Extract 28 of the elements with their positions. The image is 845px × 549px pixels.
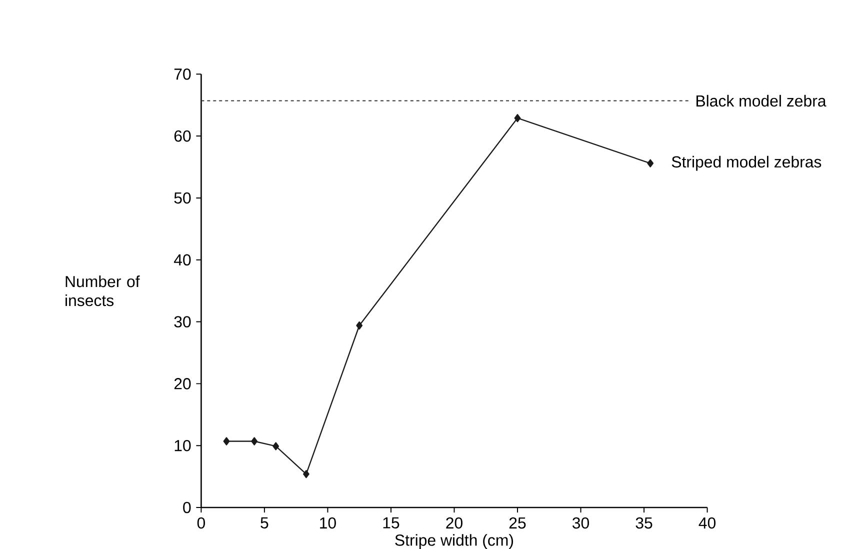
x-tick-label: 40 <box>698 517 716 529</box>
point <box>647 159 654 168</box>
point <box>356 321 363 330</box>
x-axis-title: Stripe width (cm) <box>395 534 513 549</box>
x-tick-label: 5 <box>260 517 268 528</box>
x-tick-label: 10 <box>320 517 336 529</box>
point <box>272 442 280 450</box>
y-tick-label: 50 <box>174 192 191 204</box>
point <box>302 470 310 478</box>
series-label: Striped model zebras <box>672 156 822 171</box>
ref-line-label: Black model zebra <box>696 94 826 107</box>
x-tick-label: 20 <box>446 517 462 529</box>
point <box>514 114 521 122</box>
y-tick-label: 60 <box>174 130 191 142</box>
y-tick-label: 40 <box>174 254 191 266</box>
y-tick-label: 70 <box>174 68 191 80</box>
x-tick-label: 35 <box>636 517 652 529</box>
y-tick-label: 0 <box>183 502 191 514</box>
x-tick-label: 25 <box>509 517 526 529</box>
point <box>223 437 230 446</box>
y-tick-label: 30 <box>174 316 191 328</box>
point <box>251 437 258 446</box>
x-tick-label: 15 <box>383 517 400 528</box>
y-tick-label: 10 <box>174 440 191 452</box>
y-tick-label: 20 <box>174 378 191 390</box>
x-tick-label: 30 <box>572 517 589 529</box>
y-axis-title: Number of insects <box>66 276 140 306</box>
x-tick-label: 0 <box>197 517 205 529</box>
